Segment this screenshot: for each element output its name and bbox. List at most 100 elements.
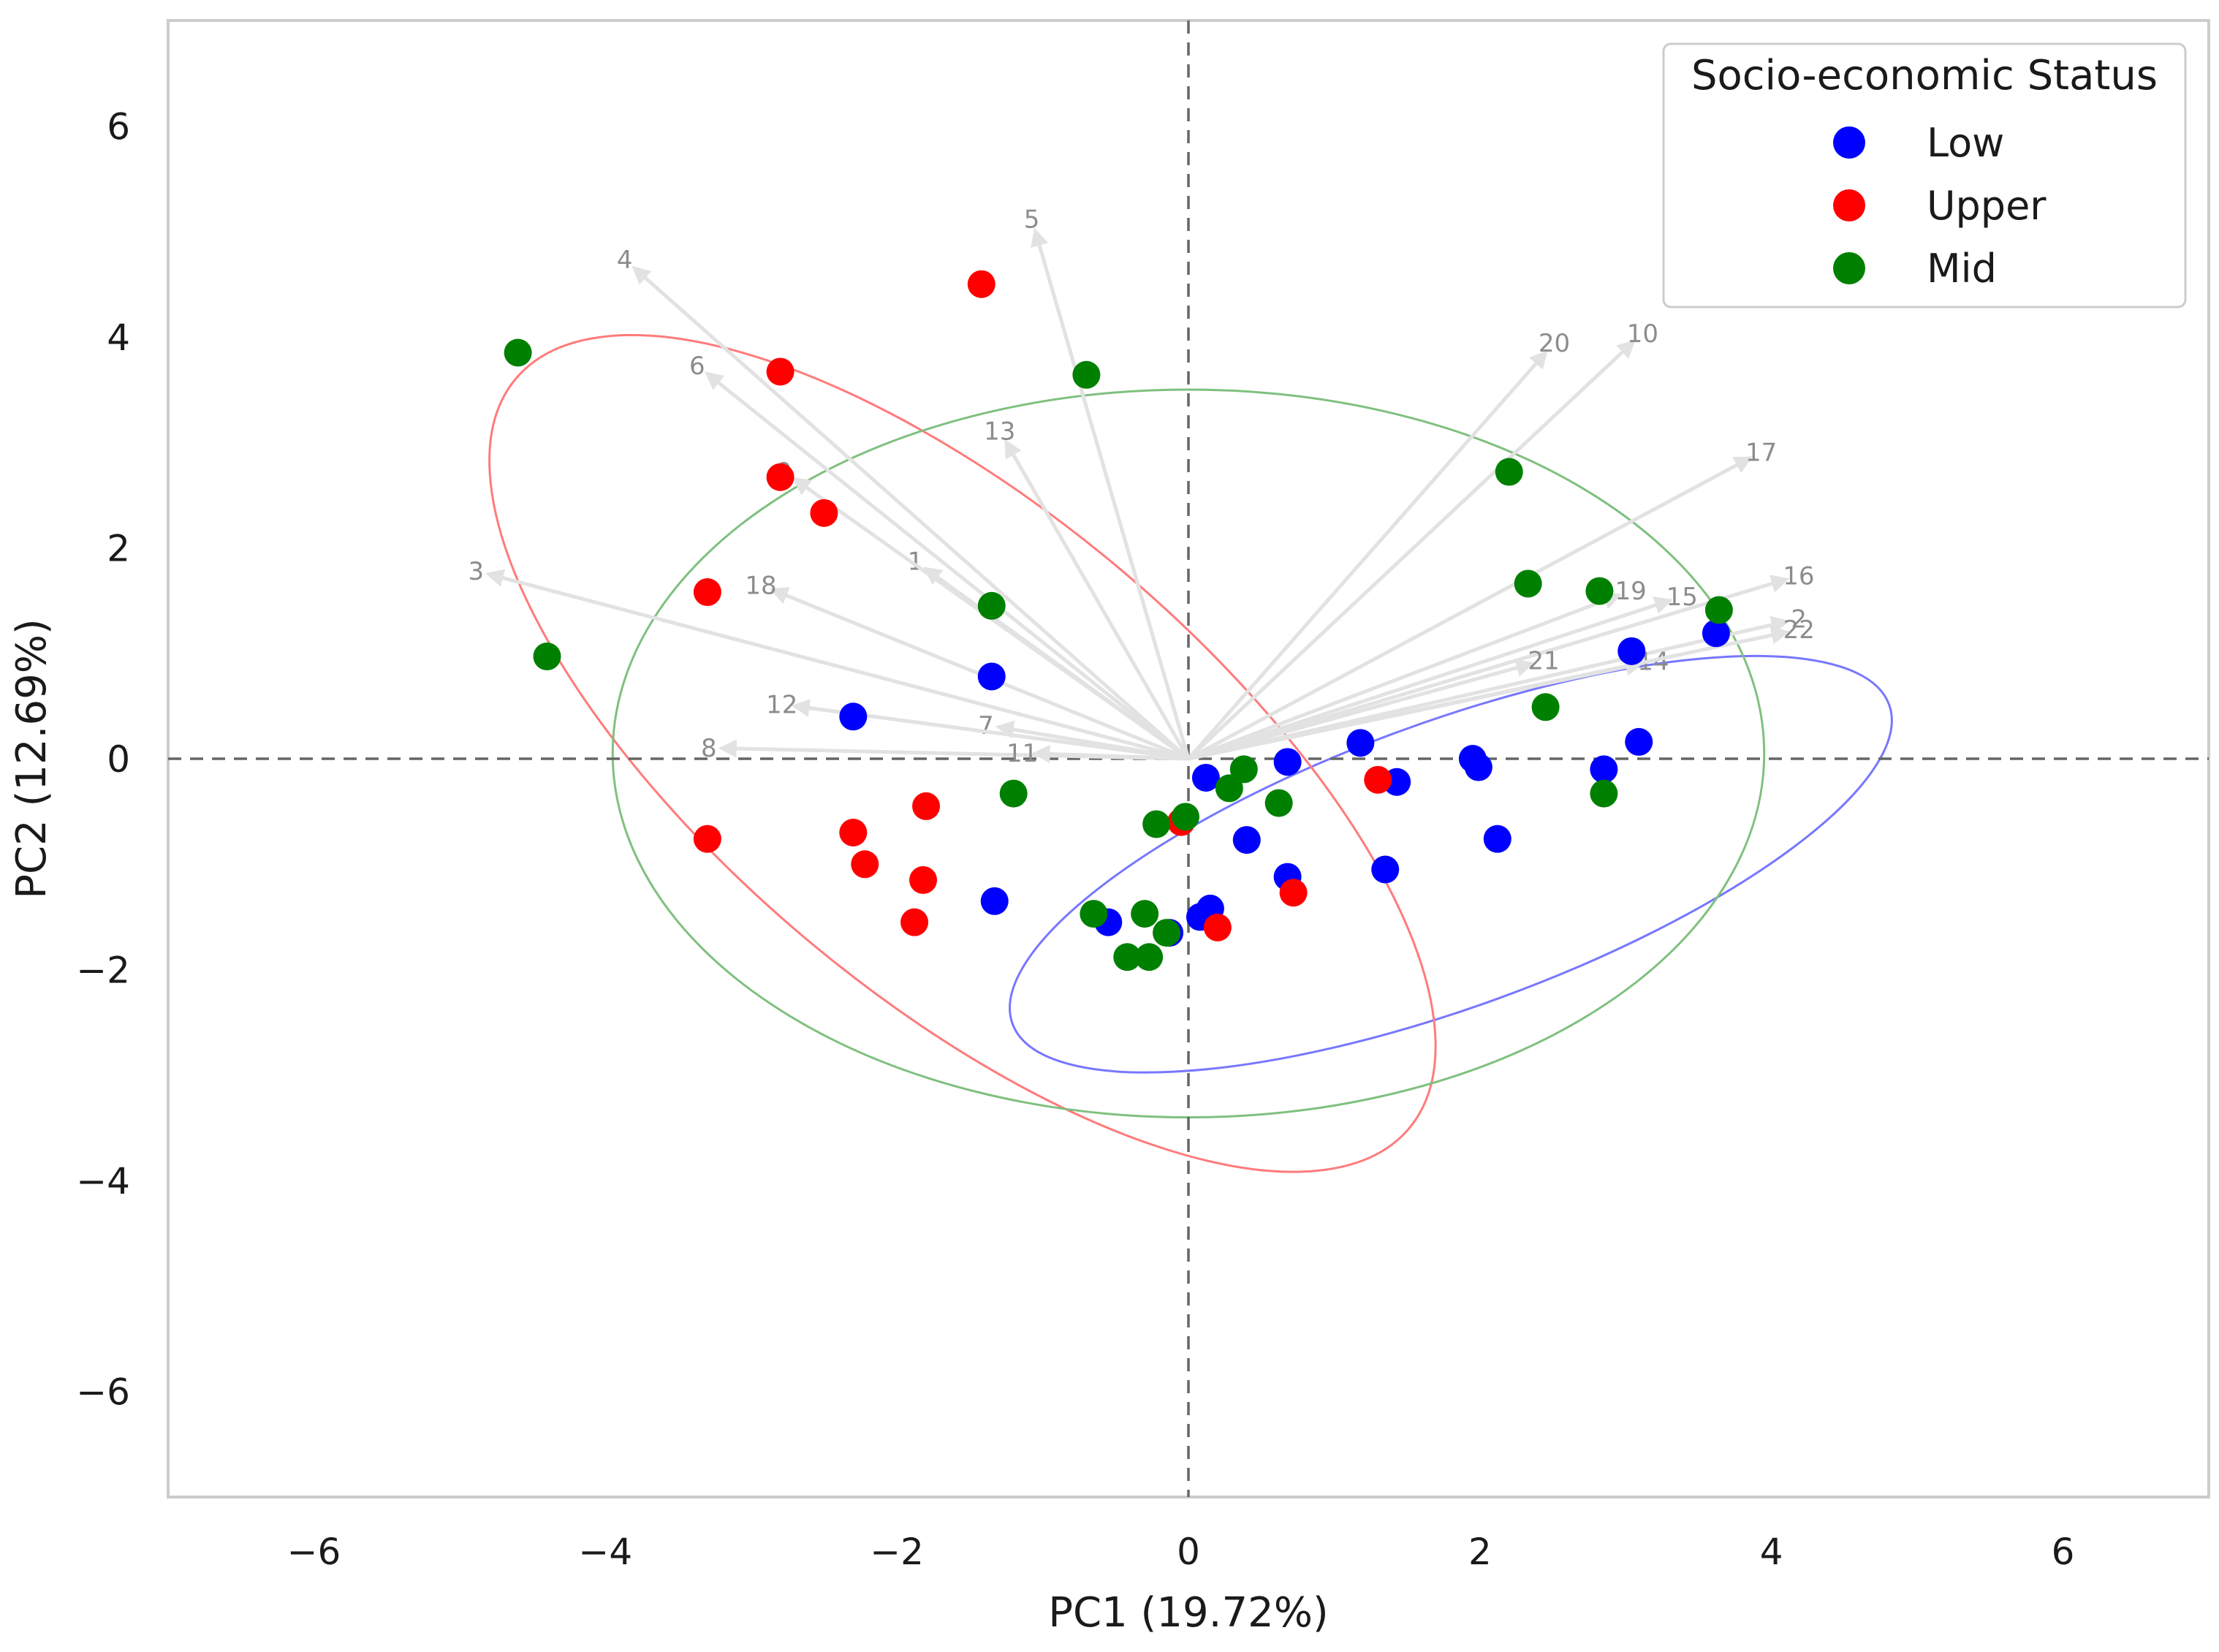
axis-ticks: −6 −4 −2 0 2 4 6 −6 −4 −2 0 2 4 6 [76,105,2074,1573]
point-low-2 [980,887,1009,915]
legend-label-low: Low [1927,120,2004,166]
point-low-16 [1232,826,1261,855]
legend-frame [1662,42,2187,308]
loading-label-21: 21 [1528,646,1559,675]
point-mid-20 [1135,943,1164,971]
legend-marker-upper [1833,189,1865,221]
point-mid-3 [977,591,1006,620]
x-tick-label: −6 [287,1531,341,1573]
point-upper-7 [851,850,879,879]
loading-label-19: 19 [1615,577,1647,606]
loading-label-10: 10 [1627,319,1658,349]
x-tick-label: −4 [578,1531,632,1573]
x-tick-label: 4 [1760,1531,1783,1573]
point-low-9 [1617,637,1646,665]
point-mid-8 [1704,596,1733,624]
legend-label-mid: Mid [1927,246,1997,292]
loading-vectors: 12345678910111213141516171819202122 [469,205,1815,768]
point-upper-5 [693,825,721,853]
point-upper-9 [909,865,938,894]
point-mid-13 [1264,789,1293,817]
point-low-3 [1191,763,1220,792]
point-low-11 [1702,619,1730,648]
loading-label-12: 12 [766,690,797,719]
loading-label-7: 7 [978,711,994,740]
point-mid-10 [1590,779,1618,808]
loading-arrow-6 [704,371,1190,760]
loading-arrow-11 [1031,744,1189,763]
loading-label-8: 8 [701,734,717,763]
point-mid-18 [1153,919,1181,947]
point-mid-1 [533,643,561,671]
loading-arrow-19 [1188,591,1622,761]
loading-label-3: 3 [469,557,485,586]
point-upper-10 [900,908,929,936]
x-tick-label: −2 [870,1531,924,1573]
legend-marker-mid [1833,252,1865,284]
point-upper-12 [1364,765,1392,794]
point-mid-7 [1585,577,1614,605]
y-tick-label: 4 [107,317,130,359]
point-upper-6 [839,819,868,846]
y-tick-label: −6 [76,1371,130,1414]
point-low-14 [1371,855,1400,884]
point-upper-8 [912,792,941,820]
loading-arrow-13 [1004,439,1191,760]
y-tick-label: −2 [76,950,130,992]
point-low-1 [977,662,1006,691]
point-mid-14 [1172,803,1200,831]
point-low-10 [1625,727,1653,756]
loading-arrow-17 [1187,456,1753,761]
point-upper-3 [810,499,838,527]
loading-label-2: 2 [1791,605,1807,634]
x-tick-label: 0 [1177,1531,1200,1573]
loading-arrow-16 [1188,575,1790,761]
loading-label-17: 17 [1745,438,1777,467]
loading-arrow-22 [1188,626,1790,761]
score-points [504,270,1733,971]
loading-label-20: 20 [1539,329,1570,358]
loading-arrow-21 [1188,659,1535,761]
legend-marker-low [1833,126,1865,159]
loading-label-4: 4 [617,246,633,275]
loading-label-11: 11 [1006,739,1038,768]
loading-arrow-3 [485,569,1189,761]
point-mid-9 [1531,693,1560,721]
point-mid-15 [1142,810,1171,838]
loading-arrow-4 [631,265,1190,760]
point-low-13 [1483,825,1511,853]
legend-title: Socio-economic Status [1691,52,2158,99]
y-tick-label: 6 [107,105,130,148]
point-upper-2 [766,463,794,491]
point-upper-4 [693,578,721,607]
legend-label-upper: Upper [1927,183,2047,229]
loading-arrow-15 [1188,596,1673,761]
loading-label-18: 18 [745,571,776,600]
loading-label-6: 6 [689,352,705,381]
legend: Socio-economic Status Low Upper Mid [1662,42,2187,308]
point-low-0 [839,702,868,731]
point-mid-4 [999,779,1028,808]
y-tick-label: −4 [76,1160,130,1202]
point-mid-11 [1229,755,1258,784]
x-tick-label: 6 [2052,1531,2075,1573]
point-mid-0 [504,338,532,367]
point-mid-6 [1514,569,1542,598]
x-tick-label: 2 [1468,1531,1492,1573]
point-mid-12 [1215,774,1243,803]
point-upper-13 [1279,879,1308,907]
point-upper-0 [967,270,995,298]
loading-label-22: 22 [1783,615,1815,645]
point-low-4 [1273,748,1302,776]
point-upper-1 [766,357,794,386]
loading-arrow-10 [1187,339,1636,760]
x-axis-title: PC1 (19.72%) [1048,1589,1329,1637]
point-mid-17 [1131,900,1159,928]
y-tick-label: 2 [107,527,130,569]
loading-arrow-5 [1031,227,1191,759]
point-mid-2 [1072,360,1101,389]
point-mid-16 [1080,900,1108,928]
ellipse-upper [488,333,1437,1173]
loading-arrow-20 [1187,349,1548,760]
